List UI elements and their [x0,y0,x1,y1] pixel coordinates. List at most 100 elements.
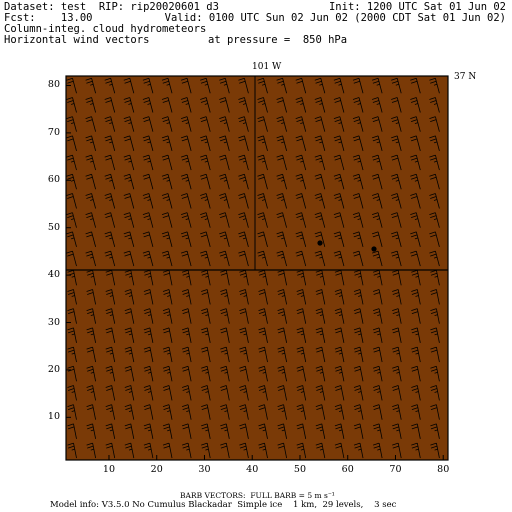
wind-barb [239,442,249,459]
wind-barb [411,442,421,459]
wind-barb [220,423,230,439]
wind-barb [353,385,364,401]
wind-barb [352,97,364,113]
wind-barb [181,365,192,382]
x-tick-label: 60 [341,464,354,475]
wind-barb [371,173,383,190]
wind-barb [239,346,249,363]
wind-barb [296,327,307,343]
wind-barb [123,193,135,209]
wind-barb [353,365,364,382]
wind-barb [200,193,211,209]
wind-barb [238,116,249,132]
wind-barb [391,173,402,190]
x-tick-label: 20 [150,464,163,475]
wind-barb [67,308,77,324]
forecast-hour: Fcst: 13.00 [4,12,93,24]
wind-barb [238,77,249,94]
wind-barb [123,116,135,132]
wind-barb [124,289,135,305]
wind-barb [105,365,116,382]
y-tick-marks [66,84,71,418]
wind-barb [105,442,116,459]
wind-barb [180,173,192,190]
wind-barb [201,442,211,459]
wind-barb [430,289,440,305]
wind-barb [277,308,287,324]
wind-barb [162,346,173,363]
wind-barb [257,116,268,132]
x-tick-label: 40 [246,464,259,475]
wind-barb [296,442,307,459]
wind-barb [371,135,383,151]
latitude-label: 37 N [454,72,477,82]
wind-barb [220,346,230,363]
wind-barb [258,365,268,382]
wind-barb [180,135,192,151]
wind-barb [277,365,287,382]
wind-barb [296,269,307,286]
wind-barb [219,173,230,190]
wind-barb [429,193,440,209]
wind-barb [277,346,287,363]
pressure-level: at pressure = 850 hPa [208,34,348,46]
wind-barb [219,116,230,132]
wind-barb [295,212,307,228]
wind-barb [142,116,154,132]
wind-barb [86,404,96,420]
wind-barb [258,442,268,459]
wind-barb [371,250,383,267]
y-tick-label: 10 [47,411,60,423]
wind-barb [161,250,173,267]
wind-barb [200,77,211,94]
wind-barb [352,212,364,228]
wind-barb [161,116,173,132]
wind-barb [334,365,345,382]
y-tick-label: 40 [47,269,60,281]
wind-barb [220,289,230,305]
wind-barb [220,442,230,459]
wind-barb [162,308,173,324]
wind-barb [333,77,345,94]
wind-barb [333,116,345,132]
wind-barb [124,442,135,459]
wind-barb [124,327,135,343]
wind-barb [429,173,440,190]
wind-barb [295,193,307,209]
wind-barb [123,250,135,267]
wind-barb [104,250,116,267]
wind-barb [220,269,230,286]
wind-barb [180,212,192,228]
wind-barb [334,327,345,343]
wind-barb [430,327,440,343]
wind-barb [315,365,326,382]
wind-barb [314,173,326,190]
y-tick-label: 70 [47,126,60,138]
wind-barb [430,442,440,459]
wind-barb [372,327,383,343]
wind-barb [371,154,383,171]
wind-barb [181,289,192,305]
wind-barb [161,135,173,151]
wind-barb [66,193,77,209]
wind-barb [124,423,135,439]
wind-barb [392,308,402,324]
wind-barb [430,423,440,439]
wind-barb [143,327,154,343]
wind-barb [143,346,154,363]
wind-barb [162,269,173,286]
wind-barb [352,250,364,267]
wind-barb [86,423,96,439]
wind-barb [238,250,249,267]
wind-barb [410,116,421,132]
wind-barb [143,404,154,420]
x-tick-marks [108,455,444,460]
wind-barb [430,365,440,382]
wind-barb [410,77,421,94]
wind-barb [143,423,154,439]
wind-barb [276,97,287,113]
wind-barb [66,116,77,132]
wind-barb [372,269,383,286]
wind-barb [392,385,402,401]
barb-legend: BARB VECTORS: FULL BARB = 5 m s⁻¹ [180,491,335,500]
